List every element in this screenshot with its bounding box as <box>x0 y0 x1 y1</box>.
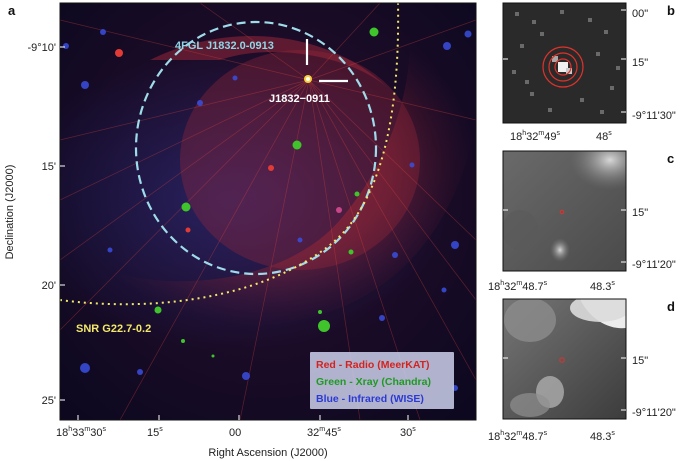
y-tick-d-0: 15" <box>632 355 648 367</box>
panel-c-letter: c <box>667 151 674 166</box>
snr-boundary <box>60 3 400 306</box>
radio-contour-middle <box>548 52 578 82</box>
fermi-error-ellipse <box>134 20 378 276</box>
x-tick-a-3: 32m45s <box>307 426 341 439</box>
legend-infrared: Blue - Infrared (WISE) <box>316 393 424 405</box>
x-tick-a-0: 18h33m30s <box>56 426 107 439</box>
radio-point-sources <box>115 49 274 233</box>
y-tick-a-3: 25' <box>42 395 56 407</box>
panel-b-letter: b <box>667 3 675 18</box>
panel-d: d 15" -9°11'20" 18h32m48.7s 48.3s <box>488 298 676 443</box>
y-tick-b-1: 15" <box>632 57 648 69</box>
panel-a-letter: a <box>8 3 16 18</box>
xray-sources <box>154 27 379 358</box>
legend: Red - Radio (MeerKAT) Green - Xray (Chan… <box>310 352 454 409</box>
source-label: J1832−0911 <box>269 93 330 105</box>
x-tick-b-0: 18h32m49s <box>510 130 561 143</box>
legend-xray: Green - Xray (Chandra) <box>316 376 431 388</box>
y-axis-label: Declination (J2000) <box>4 165 16 260</box>
infrared-sources <box>63 29 472 391</box>
panel-d-letter: d <box>667 299 675 314</box>
source-marker-d <box>559 357 565 363</box>
y-tick-c-1: -9°11'20" <box>632 259 676 271</box>
x-tick-c-1: 48.3s <box>590 280 615 293</box>
panel-a-x-axis: 18h33m30s 15s 00 32m45s 30s Right Ascens… <box>56 415 416 459</box>
x-tick-a-2: 00 <box>229 427 241 439</box>
x-tick-b-1: 48s <box>596 130 612 143</box>
source-marker-c <box>559 209 565 215</box>
y-tick-c-0: 15" <box>632 207 648 219</box>
panel-c-image <box>503 151 626 271</box>
panel-b: b 00" 15" -9°11'30 <box>502 2 676 143</box>
x-tick-a-4: 30s <box>400 426 416 439</box>
radio-contour-inner <box>554 58 572 76</box>
legend-radio: Red - Radio (MeerKAT) <box>316 359 430 371</box>
x-tick-d-0: 18h32m48.7s <box>488 430 548 443</box>
y-tick-a-1: 15' <box>42 161 56 173</box>
y-tick-b-0: 00" <box>632 8 648 20</box>
y-tick-a-0: -9°10' <box>27 42 56 54</box>
y-tick-b-2: -9°11'30" <box>632 110 676 122</box>
y-tick-d-1: -9°11'20" <box>632 407 676 419</box>
x-tick-d-1: 48.3s <box>590 430 615 443</box>
panel-c: c 15" -9°11'20" 18h32m48.7s 48.3s <box>488 150 676 293</box>
panel-b-image <box>503 3 626 123</box>
panel-a-y-axis: -9°10' 15' 20' 25' Declination (J2000) <box>4 42 65 407</box>
x-tick-a-1: 15s <box>147 426 163 439</box>
panel-d-image <box>503 299 626 419</box>
y-tick-a-2: 20' <box>42 280 56 292</box>
x-axis-label: Right Ascension (J2000) <box>208 447 327 459</box>
radio-contour-outer <box>542 46 584 88</box>
x-tick-c-0: 18h32m48.7s <box>488 280 548 293</box>
snr-label: SNR G22.7-0.2 <box>76 323 151 335</box>
fermi-label: 4FGL J1832.0-0913 <box>175 40 274 52</box>
panel-a: a <box>4 2 477 459</box>
